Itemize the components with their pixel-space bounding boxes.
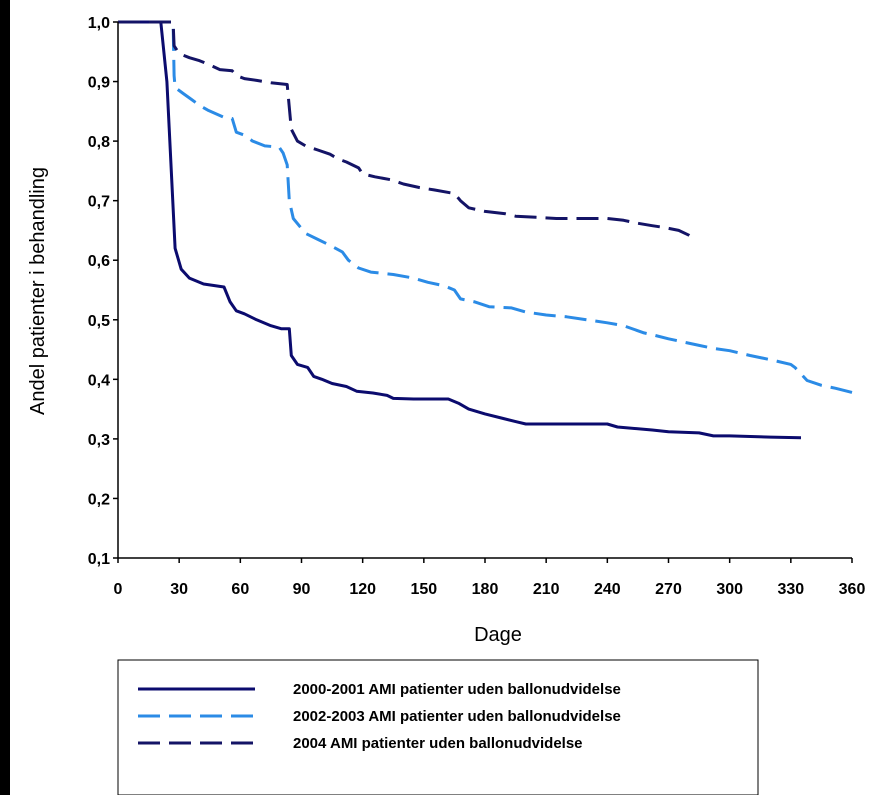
series-line-3 [118, 20, 696, 241]
line-chart: 0,1 0,2 0,3 0,4 0,5 0,6 0,7 0,8 0,9 1,0 0 30 60 90 12… [27, 15, 866, 795]
x-tick-label: 150 [410, 581, 437, 598]
y-tick-label: 0,2 [88, 491, 110, 508]
legend: 2000-2001 AMI patienter uden ballonudvid… [117, 659, 759, 795]
x-tick-label: 30 [170, 581, 188, 598]
x-tick-label: 210 [533, 581, 560, 598]
legend-label-1: 2000-2001 AMI patienter uden ballonudvid… [293, 681, 621, 698]
y-tick-label: 0,1 [88, 551, 110, 568]
y-axis-ticks: 0,1 0,2 0,3 0,4 0,5 0,6 0,7 0,8 0,9 1,0 [88, 15, 118, 568]
y-tick-label: 0,9 [88, 75, 110, 92]
x-tick-label: 0 [114, 581, 123, 598]
chart-panel: 0,1 0,2 0,3 0,4 0,5 0,6 0,7 0,8 0,9 1,0 0 30 60 90 12… [10, 0, 890, 795]
legend-items: 2000-2001 AMI patienter uden ballonudvid… [138, 681, 621, 752]
x-tick-label: 60 [231, 581, 249, 598]
x-tick-label: 270 [655, 581, 682, 598]
legend-label-3: 2004 AMI patienter uden ballonudvidelse [293, 735, 583, 752]
x-axis-ticks: 0 30 60 90 120 150 180 210 240 270 300 330 360 [114, 558, 866, 598]
x-tick-label: 240 [594, 581, 621, 598]
x-tick-label: 90 [293, 581, 311, 598]
y-tick-label: 0,8 [88, 134, 110, 151]
x-tick-label: 330 [777, 581, 804, 598]
y-tick-label: 0,3 [88, 432, 110, 449]
y-axis-title: Andel patienter i behandling [27, 167, 49, 415]
y-tick-label: 0,6 [88, 253, 110, 270]
y-tick-label: 0,5 [88, 313, 110, 330]
y-tick-label: 1,0 [88, 15, 110, 32]
plot-lines [118, 20, 853, 440]
y-tick-label: 0,4 [88, 372, 110, 389]
x-axis-title: Dage [474, 624, 522, 646]
y-tick-label: 0,7 [88, 194, 110, 211]
x-tick-label: 300 [716, 581, 743, 598]
series-line-2 [118, 20, 853, 394]
x-tick-label: 360 [839, 581, 866, 598]
legend-label-2: 2002-2003 AMI patienter uden ballonudvid… [293, 708, 621, 725]
series-line-1 [118, 20, 802, 440]
legend-box [117, 659, 759, 795]
x-tick-label: 120 [349, 581, 376, 598]
x-tick-label: 180 [472, 581, 499, 598]
